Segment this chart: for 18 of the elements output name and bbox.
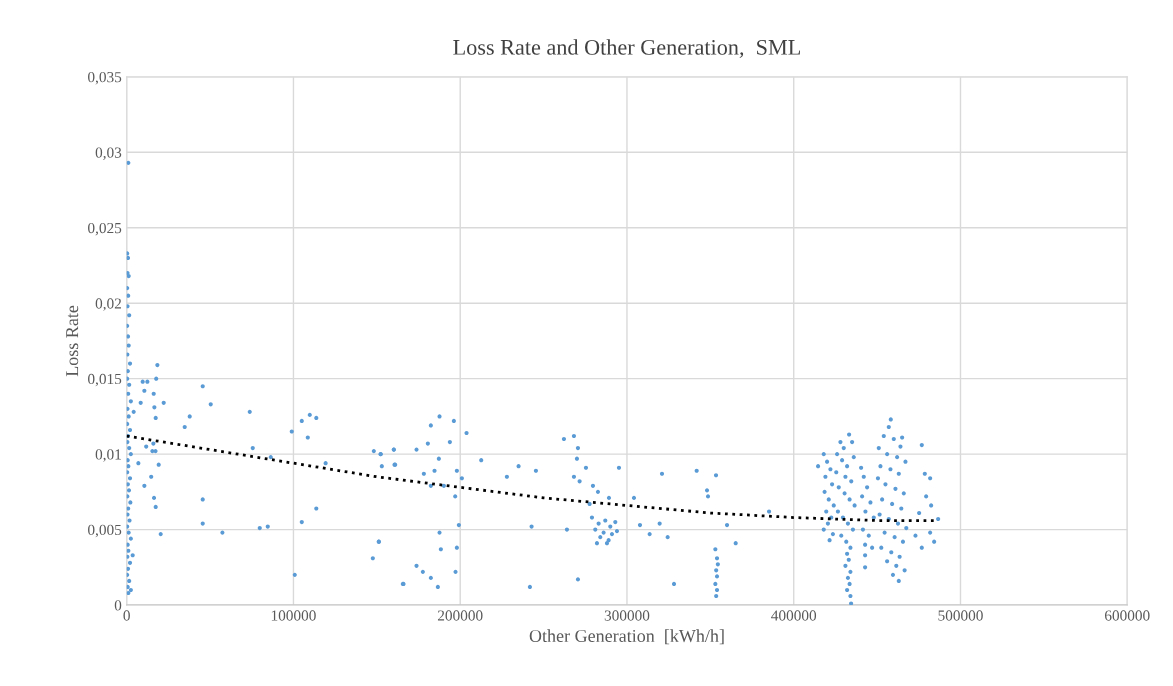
x-tick-label: 600000 <box>1104 610 1150 621</box>
x-tick-label: 200000 <box>437 610 483 621</box>
x-axis-title: Other Generation [kWh/h] <box>529 629 724 645</box>
y-tick-label: 0,03 <box>95 147 122 160</box>
y-tick-label: 0 <box>114 600 122 611</box>
y-tick-label: 0,035 <box>88 71 122 85</box>
x-tick-label: 500000 <box>938 610 983 621</box>
y-tick-label: 0,025 <box>88 222 122 236</box>
x-tick-label: 100000 <box>271 610 316 621</box>
x-tick-label: 300000 <box>604 610 650 621</box>
y-axis-title: Loss Rate <box>66 305 79 377</box>
y-tick-label: 0,005 <box>88 524 122 538</box>
y-tick-label: 0,01 <box>95 449 121 462</box>
x-tick-label: 0 <box>123 610 130 621</box>
y-tick-label: 0,02 <box>95 298 121 311</box>
y-tick-label: 0,015 <box>88 373 122 387</box>
x-tick-label: 400000 <box>771 610 817 621</box>
chart-title: Loss Rate and Other Generation, SML <box>453 39 800 59</box>
